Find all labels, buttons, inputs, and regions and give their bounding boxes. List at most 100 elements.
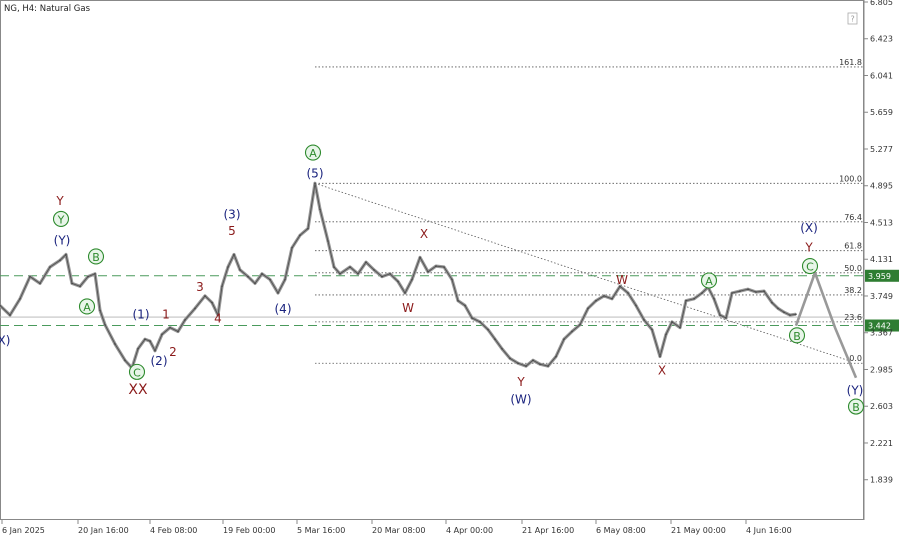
fib-level-label: 161.8 (839, 58, 862, 67)
price-point (451, 278, 453, 281)
info-icon[interactable]: ? (847, 12, 858, 25)
wave-label: A (700, 272, 718, 289)
wave-text: 1 (162, 308, 170, 322)
price-point (397, 280, 399, 283)
price-level-box (865, 319, 899, 332)
wave-text: (1) (133, 308, 150, 322)
y-tick-label: 3.749 (870, 292, 893, 301)
price-point (339, 272, 341, 275)
price-point (261, 272, 263, 275)
wave-label: X (658, 363, 666, 377)
price-point (217, 314, 219, 316)
price-point (124, 359, 126, 362)
x-tick-label: 4 Feb 08:00 (150, 526, 197, 535)
price-point (349, 266, 351, 268)
wave-label: (X) (800, 221, 818, 235)
wave-label: C (801, 258, 819, 275)
wave-label: (Y) (54, 234, 71, 248)
price-point (719, 314, 721, 316)
fib-level-label: 38.2 (844, 286, 862, 295)
price-point (731, 292, 733, 294)
price-point (169, 326, 171, 329)
wave-label: A (78, 298, 96, 315)
wave-text: C (133, 366, 141, 379)
wave-label: B (788, 327, 806, 344)
wave-text: A (83, 301, 91, 314)
price-point (539, 363, 541, 365)
price-point (29, 275, 31, 278)
wave-circle (304, 144, 322, 161)
wave-label: B (87, 248, 105, 265)
wave-text: (2) (151, 354, 168, 368)
wave-text: 3 (196, 280, 204, 294)
y-tick-label: 4.131 (870, 255, 893, 264)
price-point (314, 182, 316, 185)
wave-text: 5 (228, 224, 236, 238)
price-point (104, 323, 106, 326)
price-point (411, 278, 413, 281)
price-level-box (865, 269, 899, 282)
x-tick-label: 5 Mar 16:00 (297, 526, 345, 535)
price-point (563, 338, 565, 340)
price-point (427, 271, 429, 273)
wave-label: Y (52, 210, 70, 227)
x-tick-label: 4 Jun 16:00 (746, 526, 792, 535)
wave-text: B (793, 330, 801, 343)
y-tick-label: 6.805 (870, 0, 893, 7)
wave-text: 2 (169, 345, 177, 359)
price-point (177, 330, 179, 333)
price-point (137, 347, 139, 350)
fib-level-label: 50.0 (844, 264, 862, 273)
price-point (154, 349, 156, 352)
x-tick-label: 21 Apr 16:00 (522, 526, 574, 535)
price-point (701, 292, 703, 294)
wave-text: 4 (214, 312, 222, 326)
y-tick-label: 2.985 (870, 365, 893, 374)
price-point (671, 321, 673, 323)
price-point (525, 365, 527, 367)
projection-path (794, 271, 858, 379)
wave-label: 3 (196, 280, 204, 294)
wave-circle (128, 363, 146, 380)
trendline (314, 182, 849, 361)
price-point (319, 208, 321, 211)
price-point (365, 261, 367, 264)
y-tick-label: 3.367 (870, 329, 893, 338)
price-point (635, 304, 637, 307)
wave-text: (5) (307, 166, 324, 180)
y-tick-label: 5.659 (870, 108, 893, 117)
wave-text: XX (128, 382, 148, 398)
wave-circle (87, 248, 105, 265)
chart-border (0, 0, 864, 520)
wave-text: (Y) (54, 234, 71, 248)
price-point (457, 299, 459, 302)
price-point (547, 365, 549, 367)
price-point (79, 285, 81, 288)
wave-label: 1 (162, 308, 170, 322)
price-point (194, 307, 196, 310)
wave-label: XX (128, 382, 148, 398)
price-series-line (0, 182, 797, 369)
price-level-label: 3.442 (868, 322, 891, 331)
wave-label: W (402, 301, 414, 315)
price-point (149, 340, 151, 342)
price-point (755, 291, 757, 293)
price-point (595, 299, 597, 302)
price-point (59, 259, 61, 262)
price-point (494, 338, 496, 340)
wave-circle (78, 298, 96, 315)
price-point (643, 319, 645, 321)
price-point (161, 333, 163, 336)
price-point (49, 266, 51, 268)
wave-text: X (658, 363, 666, 377)
price-point (357, 272, 359, 275)
x-tick-label: 20 Jan 16:00 (78, 526, 129, 535)
price-point (307, 227, 309, 230)
price-point (725, 317, 727, 319)
price-point (471, 317, 473, 319)
wave-text: Y (57, 213, 65, 226)
price-point (373, 269, 375, 271)
y-tick-label: 2.603 (870, 402, 893, 411)
y-tick-label: 6.041 (870, 71, 893, 80)
